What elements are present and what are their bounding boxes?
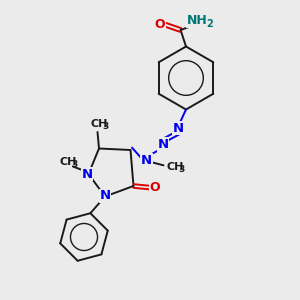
Text: N: N [141,154,152,167]
Text: 3: 3 [178,165,184,174]
Text: O: O [154,18,165,31]
Text: O: O [149,181,160,194]
Text: N: N [99,189,111,203]
Text: N: N [173,122,184,135]
Text: 3: 3 [71,160,77,169]
Text: CH: CH [91,119,108,130]
Text: CH: CH [59,157,76,167]
Text: N: N [81,167,93,181]
Text: 3: 3 [103,122,109,131]
Text: CH: CH [167,162,184,172]
Text: 2: 2 [206,19,213,29]
Text: NH: NH [186,14,207,28]
Text: N: N [157,138,169,151]
